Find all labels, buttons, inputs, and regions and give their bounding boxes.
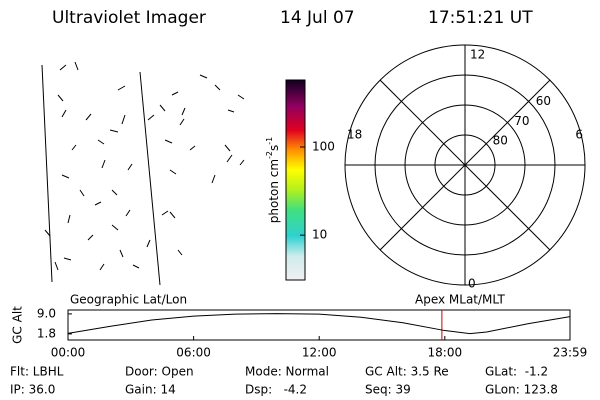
lat-ring [374, 74, 556, 256]
left-label: Geographic Lat/Lon [70, 293, 187, 307]
uv-image [41, 61, 245, 286]
right-label: Apex MLat/MLT [415, 293, 505, 307]
mlt-label: 6 [575, 128, 583, 142]
x-tick-label: 18:00 [428, 346, 463, 360]
footer-item: Mode: Normal [245, 365, 329, 379]
footer-item: Dsp: -4.2 [245, 383, 307, 397]
colorbar-label: photon cm-2s-1 [265, 137, 281, 224]
mlt-label: 18 [347, 128, 362, 142]
lat-ring [404, 104, 526, 226]
lat-label: 60 [536, 94, 551, 108]
x-tick-label: 00:00 [51, 346, 86, 360]
mlt-label: 0 [468, 277, 476, 291]
x-tick-label: 12:00 [302, 346, 337, 360]
lat-label: 80 [493, 134, 508, 148]
time: 17:51:21 UT [428, 8, 533, 28]
footer-item: Door: Open [125, 365, 194, 379]
x-tick-label: 06:00 [176, 346, 211, 360]
y-tick-label: 1.8 [37, 326, 56, 340]
footer-item: Seq: 39 [365, 383, 411, 397]
y-tick-label: 9.0 [37, 306, 56, 320]
colorbar-tick-label: 10 [312, 228, 327, 242]
x-tick-label: 23:59 [553, 346, 588, 360]
polar-grid [344, 44, 586, 286]
footer-item: GLon: 123.8 [485, 383, 558, 397]
footer-item: GLat: -1.2 [485, 365, 548, 379]
mlt-label: 12 [470, 48, 485, 62]
date: 14 Jul 07 [280, 8, 355, 28]
footer-item: IP: 36.0 [10, 383, 55, 397]
footer-item: Flt: LBHL [10, 365, 64, 379]
footer-item: Gain: 14 [125, 383, 176, 397]
y-label: GC Alt [11, 306, 25, 344]
altitude-line [67, 313, 571, 335]
lat-ring [434, 134, 496, 196]
lat-label: 70 [514, 114, 529, 128]
title: Ultraviolet Imager [52, 8, 206, 28]
footer-item: GC Alt: 3.5 Re [365, 365, 449, 379]
colorbar-tick-label: 100 [312, 139, 335, 153]
colorbar [285, 79, 306, 281]
